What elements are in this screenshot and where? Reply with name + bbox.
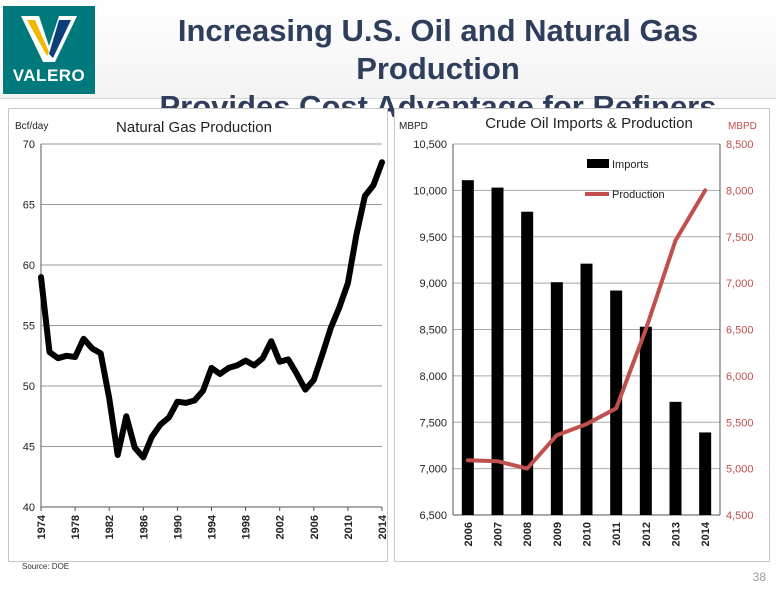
- page-title: Increasing U.S. Oil and Natural Gas Prod…: [100, 12, 776, 126]
- left-axis-label: MBPD: [399, 121, 428, 132]
- left-tick-label: 9,000: [419, 278, 447, 290]
- production-line: [465, 188, 708, 471]
- x-tick-label: 2006: [463, 522, 475, 546]
- x-tick-label: 2014: [700, 521, 712, 546]
- x-tick-label: 1978: [70, 515, 82, 539]
- x-tick-label: 1982: [104, 515, 116, 539]
- slide-header: VALERO Increasing U.S. Oil and Natural G…: [0, 0, 776, 124]
- x-tick-label: 2014: [377, 514, 387, 539]
- x-tick-label: 2009: [552, 522, 564, 546]
- y-tick-label: 55: [23, 321, 35, 333]
- y-axis-label: Bcf/day: [15, 121, 48, 132]
- left-tick-label: 8,000: [419, 371, 447, 383]
- y-tick-label: 50: [23, 381, 35, 393]
- x-tick-label: 2008: [522, 522, 534, 546]
- imports-bar: [521, 211, 534, 515]
- x-tick-label: 2012: [641, 522, 653, 546]
- x-tick-label: 2013: [671, 522, 683, 546]
- gas-production-line: [38, 159, 385, 461]
- imports-bar: [669, 401, 682, 515]
- x-tick-label: 2007: [493, 522, 505, 546]
- right-tick-label: 8,000: [726, 185, 754, 197]
- x-tick-label: 2010: [343, 515, 355, 539]
- right-tick-label: 5,000: [726, 464, 754, 476]
- x-tick-label: 1990: [172, 515, 184, 539]
- x-tick-label: 2002: [275, 515, 287, 539]
- y-tick-label: 60: [23, 260, 35, 272]
- x-tick-label: 2011: [611, 522, 623, 546]
- valero-v-icon: [21, 16, 77, 62]
- crude-oil-chart-panel: Crude Oil Imports & Production MBPD MBPD 6,…: [394, 108, 770, 562]
- page-number: 38: [752, 570, 766, 584]
- crude-oil-chart: Crude Oil Imports & Production MBPD MBPD 6,…: [399, 115, 757, 546]
- x-tick-label: 2006: [309, 515, 321, 539]
- imports-bar: [580, 263, 593, 515]
- legend-imports-label: Imports: [612, 159, 649, 171]
- x-tick-label: 2010: [582, 522, 594, 546]
- y-tick-label: 65: [23, 200, 35, 212]
- title-line-1: Increasing U.S. Oil and Natural Gas Prod…: [177, 13, 699, 86]
- chart-title: Crude Oil Imports & Production: [485, 115, 693, 132]
- left-tick-label: 8,500: [419, 325, 447, 337]
- x-tick-label: 1986: [138, 515, 150, 539]
- y-tick-label: 40: [23, 502, 35, 514]
- imports-bar: [461, 180, 474, 516]
- logo-text: VALERO: [12, 66, 86, 85]
- left-tick-label: 7,500: [419, 417, 447, 429]
- left-tick-label: 10,000: [413, 185, 447, 197]
- natural-gas-chart-panel: Natural Gas Production Bcf/day 40 45 50 55 60 6…: [8, 108, 388, 562]
- right-tick-label: 7,000: [726, 278, 754, 290]
- right-tick-label: 8,500: [726, 139, 754, 151]
- left-tick-label: 7,000: [419, 464, 447, 476]
- right-tick-label: 6,000: [726, 371, 754, 383]
- legend-imports-swatch: [587, 159, 609, 168]
- left-tick-label: 6,500: [419, 510, 447, 522]
- x-tick-label: 1994: [207, 514, 219, 539]
- x-tick-label: 1974: [36, 514, 48, 539]
- y-tick-label: 45: [23, 442, 35, 454]
- legend-production-label: Production: [612, 189, 665, 201]
- valero-logo: VALERO: [3, 6, 95, 94]
- imports-bar: [491, 187, 504, 515]
- left-tick-label: 9,500: [419, 232, 447, 244]
- x-tick-label: 1998: [241, 515, 253, 539]
- natural-gas-chart: Natural Gas Production Bcf/day 40 45 50 55 60 6…: [15, 119, 387, 539]
- right-tick-label: 5,500: [726, 417, 754, 429]
- y-tick-label: 70: [23, 139, 35, 151]
- right-tick-label: 4,500: [726, 510, 754, 522]
- right-tick-label: 7,500: [726, 232, 754, 244]
- imports-bar: [699, 432, 712, 515]
- imports-bar: [639, 326, 652, 515]
- chart-title: Natural Gas Production: [116, 119, 272, 136]
- right-tick-label: 6,500: [726, 325, 754, 337]
- imports-bar: [550, 282, 563, 515]
- source-note: Source: DOE: [22, 562, 70, 571]
- right-axis-label: MBPD: [728, 121, 757, 132]
- left-tick-label: 10,500: [413, 139, 447, 151]
